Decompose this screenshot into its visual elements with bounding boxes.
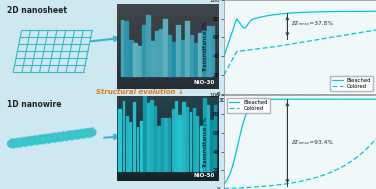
Bleached — [222, 182, 226, 185]
Bleached — [222, 55, 226, 57]
Bleached — [240, 26, 244, 28]
Line: Bleached: Bleached — [224, 99, 376, 184]
Legend: Bleached, Colored: Bleached, Colored — [227, 98, 270, 113]
Colored — [222, 187, 226, 189]
Bleached — [240, 125, 244, 127]
Colored — [317, 175, 322, 177]
Colored — [271, 184, 276, 187]
Y-axis label: Transmittance /%: Transmittance /% — [203, 21, 208, 72]
Bleached — [271, 98, 276, 100]
Bleached — [374, 10, 376, 12]
Line: Bleached: Bleached — [224, 11, 376, 56]
Colored — [317, 38, 322, 40]
Colored — [240, 187, 244, 189]
Line: Colored: Colored — [224, 30, 376, 75]
Colored — [282, 44, 287, 46]
Bleached — [282, 12, 287, 15]
Y-axis label: Transmittance /%: Transmittance /% — [203, 117, 208, 168]
Bleached — [332, 98, 337, 100]
Bleached — [332, 10, 337, 13]
Bleached — [282, 98, 287, 100]
Text: 2D nanosheet: 2D nanosheet — [7, 6, 67, 15]
Bleached — [332, 10, 336, 13]
Colored — [240, 50, 244, 52]
Colored — [271, 46, 276, 48]
Colored — [374, 29, 376, 31]
Colored — [332, 36, 337, 38]
Legend: Bleached, Colored: Bleached, Colored — [330, 76, 373, 91]
Text: Structural evolution ↓: Structural evolution ↓ — [96, 89, 184, 95]
Text: ΔTₘₙₐₓ=37.8%: ΔTₘₙₐₓ=37.8% — [292, 21, 334, 26]
Bleached — [374, 98, 376, 100]
Colored — [332, 36, 336, 38]
Bleached — [271, 14, 276, 16]
Text: ΔTₘₙₐₓ=93.4%: ΔTₘₙₐₓ=93.4% — [292, 140, 334, 145]
Colored — [282, 183, 287, 185]
Colored — [222, 74, 226, 76]
Colored — [332, 170, 337, 172]
Colored — [332, 170, 336, 172]
Bleached — [317, 11, 322, 13]
Line: Colored: Colored — [224, 139, 376, 189]
Text: 1D nanowire: 1D nanowire — [7, 100, 61, 109]
Colored — [374, 137, 376, 140]
Bleached — [332, 98, 336, 100]
Bleached — [317, 98, 322, 100]
X-axis label: Wavelength / nm: Wavelength / nm — [275, 104, 325, 109]
